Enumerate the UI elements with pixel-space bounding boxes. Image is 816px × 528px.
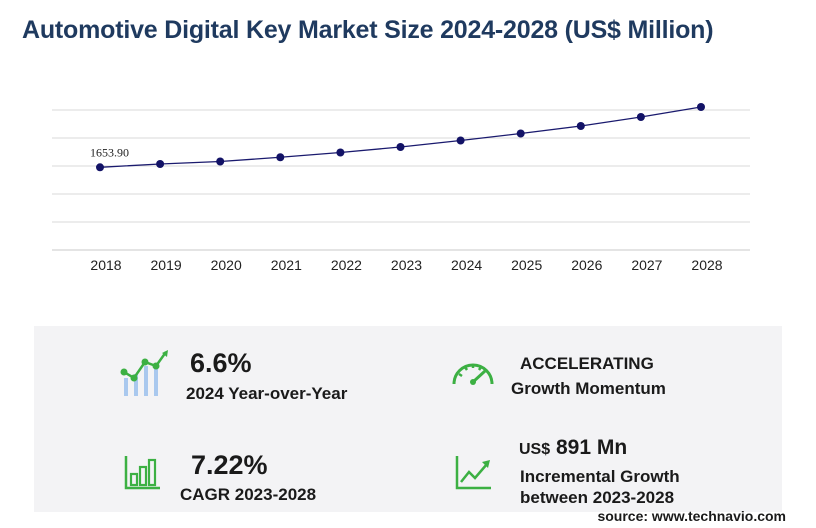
incremental-currency: US$: [519, 441, 551, 458]
x-tick-label: 2027: [631, 257, 662, 273]
data-point-2023: [396, 143, 405, 151]
data-point-2024: [456, 136, 465, 145]
trend-up-icon: [455, 456, 491, 490]
x-tick-label: 2022: [331, 257, 362, 273]
cagr-value: 7.22%: [191, 450, 268, 480]
cagr-label: CAGR 2023-2028: [180, 485, 317, 504]
data-labels: 1653.90: [90, 145, 129, 159]
data-point-2025: [516, 129, 525, 138]
bar-trend-icon: [120, 350, 168, 396]
data-point-2022: [336, 148, 345, 157]
data-label: 1653.90: [90, 145, 129, 159]
data-point-2026: [576, 122, 585, 130]
x-tick-label: 2026: [571, 257, 602, 273]
data-point-2019: [156, 160, 165, 168]
x-axis-ticks: 2018 2019 2020 2021 2022 2023 2024 2025 2026 2027…: [90, 257, 722, 273]
chart-title: Automotive Digital Key Market Size 2024-…: [22, 16, 714, 44]
x-tick-label: 2021: [271, 257, 302, 273]
source-note: source: www.technavio.com: [597, 508, 786, 524]
data-point-2021: [276, 153, 285, 162]
stats-panel: [34, 326, 782, 512]
x-tick-label: 2025: [511, 257, 542, 273]
incremental-label: Incremental Growth between 2023-2028: [520, 467, 680, 507]
bar-chart-icon: [124, 456, 160, 490]
data-point-2020: [216, 157, 225, 166]
x-tick-label: 2020: [211, 257, 242, 273]
data-point-2027: [636, 113, 645, 121]
data-point-2028: [697, 103, 705, 111]
momentum-label: Growth Momentum: [511, 379, 666, 398]
yoy-value: 6.6%: [190, 348, 252, 378]
series-line: [99, 106, 702, 168]
x-tick-label: 2023: [391, 257, 422, 273]
x-tick-label: 2018: [90, 257, 121, 273]
incremental-amount: 891 Mn: [555, 436, 628, 459]
line-chart: 2018 2019 2020 2021 2022 2023 2024 2025 2026 2027…: [52, 103, 750, 273]
data-point-2018: [96, 163, 104, 172]
x-tick-label: 2024: [451, 257, 482, 273]
x-tick-label: 2028: [691, 257, 722, 273]
x-tick-label: 2019: [151, 257, 182, 273]
incremental-value: US$ 891 Mn: [519, 436, 627, 460]
speedometer-icon: [452, 363, 494, 385]
momentum-value: ACCELERATING: [520, 354, 654, 373]
series: [96, 103, 705, 172]
yoy-label: 2024 Year-over-Year: [186, 384, 348, 403]
grid-lines: [52, 109, 750, 251]
